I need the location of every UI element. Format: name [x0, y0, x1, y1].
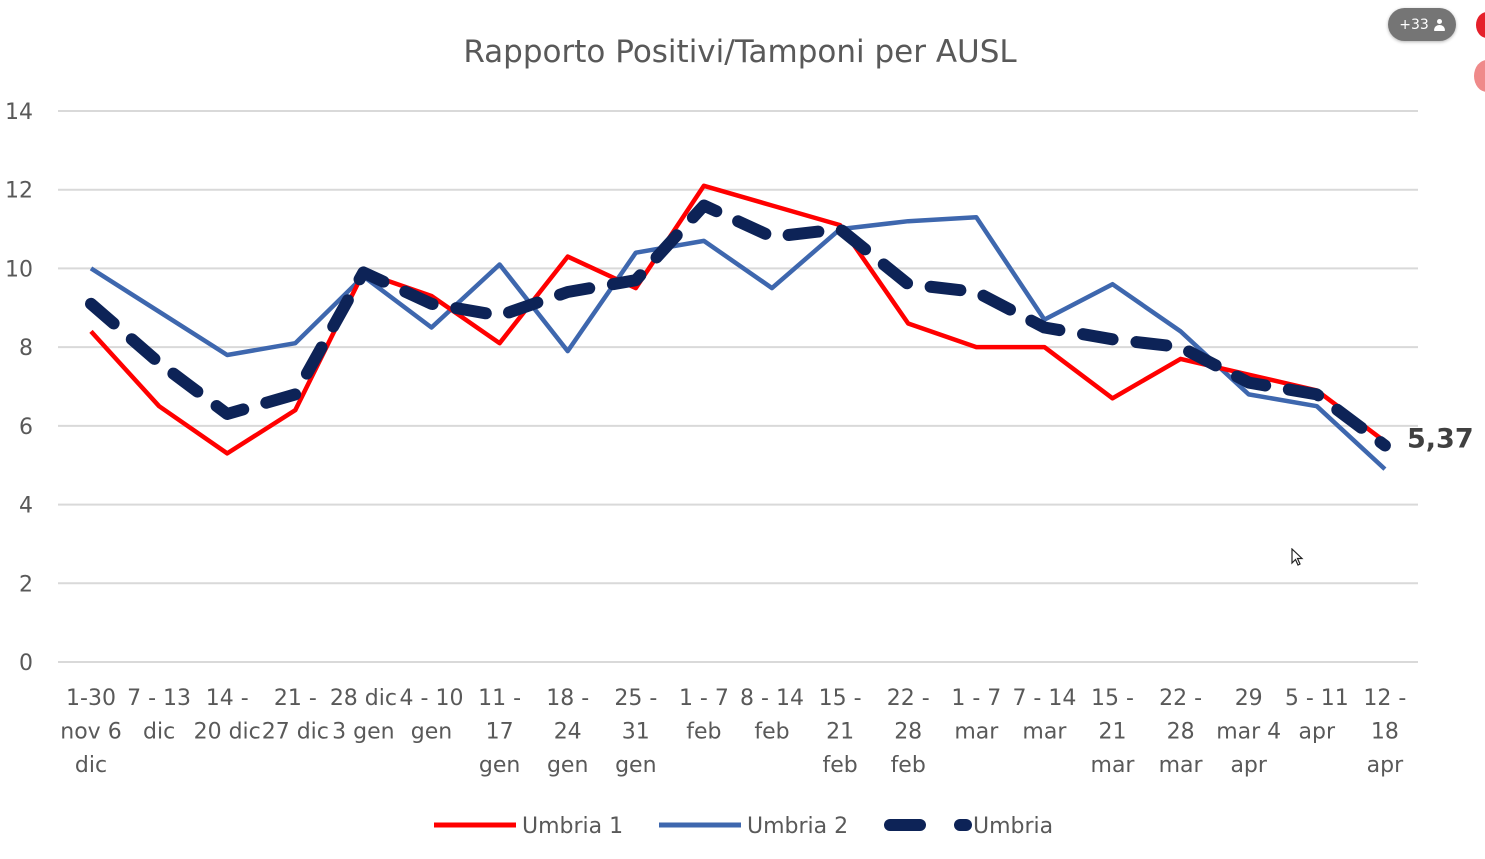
x-tick-label: 1 - 7 mar	[951, 686, 1001, 745]
legend: Umbria 1 Umbria 2 Umbria	[434, 814, 1053, 839]
y-tick-label: 6	[19, 415, 33, 440]
participants-badge[interactable]: +33	[1388, 8, 1456, 41]
x-tick-label: 1 - 7 feb	[679, 686, 729, 745]
x-tick-label: 25 -31 gen	[614, 686, 657, 778]
x-tick-label: 4 - 10 gen	[400, 686, 464, 745]
x-tick-label: 28 dic 3 gen	[330, 686, 397, 745]
x-tick-label: 22 -28 mar	[1159, 686, 1204, 778]
x-tick-label: 22 -28 feb	[887, 686, 930, 778]
y-tick-label: 12	[5, 179, 33, 204]
y-tick-label: 2	[19, 572, 33, 597]
red-record-icon[interactable]	[1476, 12, 1485, 38]
x-tick-label: 21 -27 dic	[262, 686, 329, 745]
x-tick-label: 1-30 nov 6 dic	[60, 686, 121, 778]
legend-label: Umbria 1	[522, 814, 623, 839]
y-tick-label: 14	[5, 100, 33, 125]
x-tick-label: 29 mar 4 apr	[1216, 686, 1281, 778]
y-tick-label: 8	[19, 336, 33, 361]
y-axis-tick-labels: 0 2 4 6 8 10 12 14	[5, 100, 33, 676]
series-lines	[85, 183, 1391, 471]
x-tick-label: 8 - 14 feb	[740, 686, 804, 745]
series-line-1	[89, 215, 1387, 471]
legend-label: Umbria	[973, 814, 1053, 839]
y-tick-label: 10	[5, 257, 33, 282]
participants-count: +33	[1399, 16, 1429, 33]
series-line-2	[85, 199, 1391, 452]
data-label: 5,37	[1407, 424, 1474, 455]
y-tick-label: 0	[19, 651, 33, 676]
x-tick-label: 18 -24 gen	[546, 686, 589, 778]
chart-title: Rapporto Positivi/Tamponi per AUSL	[463, 34, 1017, 70]
person-icon	[1433, 18, 1445, 31]
x-tick-label: 7 - 13 dic	[127, 686, 191, 745]
y-tick-label: 4	[19, 494, 33, 519]
series-line-0	[89, 183, 1387, 456]
annotations: 5,37	[1407, 424, 1474, 455]
x-tick-label: 15 -21 feb	[819, 686, 862, 778]
x-tick-label: 11 -17 gen	[478, 686, 521, 778]
mouse-cursor-icon	[1291, 548, 1304, 566]
x-tick-label: 5 - 11 apr	[1285, 686, 1349, 745]
legend-label: Umbria 2	[747, 814, 848, 839]
x-tick-label: 12 -18 apr	[1363, 686, 1406, 778]
pink-circle-icon[interactable]	[1474, 60, 1485, 92]
x-tick-label: 15 -21 mar	[1091, 686, 1136, 778]
x-tick-label: 7 - 14 mar	[1012, 686, 1076, 745]
x-tick-label: 14 -20 dic	[194, 686, 261, 745]
